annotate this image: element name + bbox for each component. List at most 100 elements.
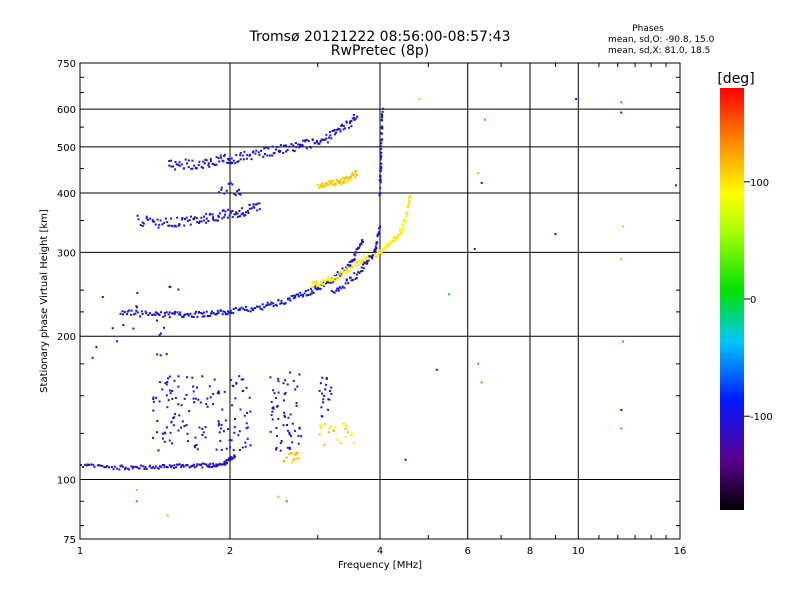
data-point <box>182 315 185 318</box>
data-point <box>215 463 218 466</box>
data-point <box>381 119 383 122</box>
data-point <box>295 457 298 460</box>
data-point <box>285 150 288 153</box>
data-point <box>202 431 205 434</box>
data-point <box>259 307 262 310</box>
data-point <box>147 218 149 221</box>
data-point <box>296 293 298 296</box>
data-point <box>329 134 332 137</box>
data-point <box>135 489 138 492</box>
data-point <box>158 465 161 468</box>
data-point <box>316 281 319 284</box>
data-point <box>214 465 217 468</box>
data-point <box>222 310 225 313</box>
data-point <box>209 315 211 317</box>
data-point <box>349 264 352 267</box>
data-point <box>216 391 219 394</box>
data-point <box>339 130 342 133</box>
data-point <box>345 121 348 124</box>
data-point <box>165 383 168 386</box>
data-point <box>329 281 332 284</box>
data-point <box>167 377 169 380</box>
data-point <box>342 422 345 425</box>
data-point <box>170 217 173 220</box>
data-point <box>166 406 169 409</box>
data-point <box>202 219 205 222</box>
data-point <box>213 378 216 381</box>
data-point <box>200 463 203 466</box>
data-point <box>286 446 289 449</box>
data-point <box>166 221 169 223</box>
data-point <box>316 284 319 287</box>
data-point <box>186 432 189 435</box>
data-point <box>348 175 351 178</box>
data-point <box>311 138 314 141</box>
data-point <box>318 389 321 392</box>
data-point <box>342 181 345 184</box>
data-point <box>276 146 279 148</box>
data-point <box>201 466 204 469</box>
data-point <box>159 332 162 335</box>
data-point <box>121 465 124 468</box>
data-point <box>220 188 223 191</box>
data-point <box>246 412 249 414</box>
data-point <box>674 184 677 187</box>
data-point <box>357 263 360 266</box>
data-point <box>363 254 366 257</box>
data-point <box>208 385 211 388</box>
data-point <box>201 315 204 318</box>
data-point <box>332 291 335 294</box>
data-point <box>379 252 382 254</box>
data-point <box>361 239 364 241</box>
data-point <box>282 382 285 385</box>
data-point <box>341 276 344 278</box>
data-point <box>380 132 383 135</box>
data-point <box>277 299 280 302</box>
data-point <box>300 435 303 438</box>
data-point <box>136 311 139 314</box>
data-point <box>234 213 237 216</box>
data-point <box>622 225 625 228</box>
x-tick-label: 1 <box>77 546 83 557</box>
data-point <box>331 180 334 183</box>
data-point <box>554 233 557 235</box>
data-point <box>250 207 253 210</box>
data-point <box>405 211 408 214</box>
data-point <box>201 375 204 378</box>
data-point <box>322 278 325 281</box>
data-point <box>166 514 169 517</box>
data-point <box>283 399 285 402</box>
data-point <box>379 174 382 177</box>
data-point <box>234 418 236 420</box>
data-point <box>194 436 197 439</box>
data-point <box>366 261 369 264</box>
data-point <box>249 444 252 447</box>
data-point <box>173 379 176 382</box>
data-point <box>391 240 394 243</box>
data-point <box>344 282 347 285</box>
data-point <box>237 215 240 218</box>
data-point <box>379 187 382 190</box>
data-point <box>342 270 345 273</box>
data-point <box>381 248 384 251</box>
data-point <box>339 442 342 445</box>
data-point <box>221 313 224 316</box>
data-point <box>381 125 384 128</box>
data-point <box>286 149 289 152</box>
data-point <box>282 152 285 154</box>
data-point <box>354 254 357 257</box>
data-point <box>201 434 204 436</box>
data-point <box>380 250 383 253</box>
data-point <box>95 346 98 349</box>
data-point <box>258 153 261 156</box>
data-point <box>142 465 145 468</box>
data-point <box>156 420 159 422</box>
data-point <box>338 286 341 289</box>
data-point <box>320 283 323 286</box>
data-point <box>284 391 287 394</box>
data-point <box>243 150 246 153</box>
data-point <box>161 437 164 440</box>
data-point <box>80 464 82 467</box>
chart-title: Tromsø 20121222 08:56:00-08:57:43 <box>249 29 511 45</box>
